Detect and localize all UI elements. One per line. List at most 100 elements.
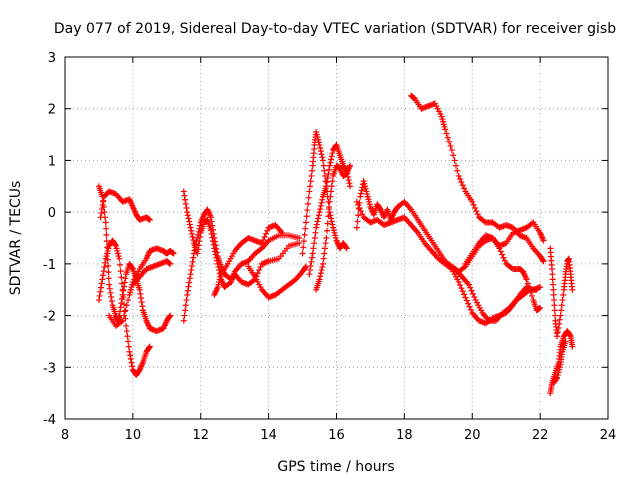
- data-point: [105, 269, 112, 276]
- data-point: [117, 268, 124, 275]
- data-point: [447, 142, 454, 149]
- data-point: [457, 282, 464, 289]
- data-point: [324, 220, 331, 227]
- x-axis-label: GPS time / hours: [277, 459, 394, 475]
- series-trace-e: [129, 258, 174, 288]
- data-point: [180, 188, 187, 195]
- data-point: [357, 193, 364, 200]
- data-point: [471, 293, 478, 300]
- series-trace-b: [95, 237, 153, 379]
- data-point: [305, 194, 312, 201]
- data-point: [326, 209, 333, 216]
- data-point: [193, 238, 200, 245]
- data-point: [469, 198, 476, 205]
- data-point: [191, 247, 198, 254]
- x-tick-label: 14: [260, 428, 277, 443]
- data-point: [326, 166, 333, 173]
- data-point: [307, 183, 314, 190]
- data-point: [127, 356, 134, 363]
- data-point: [353, 198, 360, 205]
- data-point: [139, 303, 146, 310]
- data-point: [313, 224, 320, 231]
- data-point: [129, 264, 136, 271]
- data-point: [314, 218, 321, 225]
- data-point: [137, 290, 144, 297]
- data-point: [539, 257, 546, 264]
- data-point: [100, 197, 107, 204]
- data-point: [317, 202, 324, 209]
- y-tick-label: 3: [48, 51, 56, 66]
- data-point: [470, 201, 477, 208]
- data-point: [443, 130, 450, 137]
- data-point: [550, 291, 557, 298]
- data-point: [108, 293, 115, 300]
- series-trace-c: [97, 188, 153, 223]
- data-point: [501, 257, 508, 264]
- data-point: [537, 304, 544, 311]
- data-point: [197, 222, 204, 229]
- data-point: [97, 214, 104, 221]
- data-point: [347, 183, 354, 190]
- data-point: [183, 297, 190, 304]
- data-point: [129, 363, 136, 370]
- data-point: [528, 220, 535, 227]
- data-point: [557, 312, 564, 319]
- data-point: [559, 297, 566, 304]
- data-point: [537, 284, 544, 291]
- data-point: [325, 170, 332, 177]
- data-point: [343, 245, 350, 252]
- data-point: [100, 272, 107, 279]
- data-point: [307, 262, 314, 269]
- data-point: [261, 233, 268, 240]
- data-point: [309, 250, 316, 257]
- data-point: [188, 227, 195, 234]
- data-point: [329, 178, 336, 185]
- data-point: [562, 338, 569, 345]
- data-point: [125, 343, 132, 350]
- data-point: [122, 275, 129, 282]
- data-point: [461, 185, 468, 192]
- data-point: [123, 302, 130, 309]
- data-point: [455, 278, 462, 285]
- data-point: [306, 188, 313, 195]
- data-point: [121, 279, 128, 286]
- data-point: [554, 329, 561, 336]
- data-point: [551, 307, 558, 314]
- data-point: [323, 183, 330, 190]
- data-point: [469, 290, 476, 297]
- data-point: [187, 271, 194, 278]
- data-point: [528, 292, 535, 299]
- data-point: [190, 237, 197, 244]
- data-point: [256, 267, 263, 274]
- data-point: [127, 352, 134, 359]
- data-point: [214, 249, 221, 256]
- data-point: [186, 221, 193, 228]
- data-point: [185, 283, 192, 290]
- x-tick-label: 22: [532, 428, 549, 443]
- data-point: [192, 244, 199, 251]
- data-point: [551, 297, 558, 304]
- data-point: [318, 267, 325, 274]
- y-tick-label: 1: [48, 154, 56, 169]
- data-point: [209, 226, 216, 233]
- data-point: [465, 281, 472, 288]
- data-point: [183, 205, 190, 212]
- series-trace-q: [462, 232, 544, 314]
- series-trace-s: [547, 245, 576, 340]
- data-point: [105, 262, 112, 269]
- data-point: [457, 176, 464, 183]
- data-point: [317, 145, 324, 152]
- data-point: [167, 312, 174, 319]
- series-trace-f: [180, 188, 303, 291]
- series-layer: [95, 92, 576, 397]
- data-point: [316, 209, 323, 216]
- data-point: [211, 235, 218, 241]
- data-point: [118, 300, 125, 307]
- data-point: [315, 212, 322, 219]
- data-point: [186, 218, 193, 225]
- data-point: [121, 301, 128, 308]
- data-point: [317, 270, 324, 277]
- data-point: [146, 343, 153, 350]
- data-point: [526, 284, 533, 291]
